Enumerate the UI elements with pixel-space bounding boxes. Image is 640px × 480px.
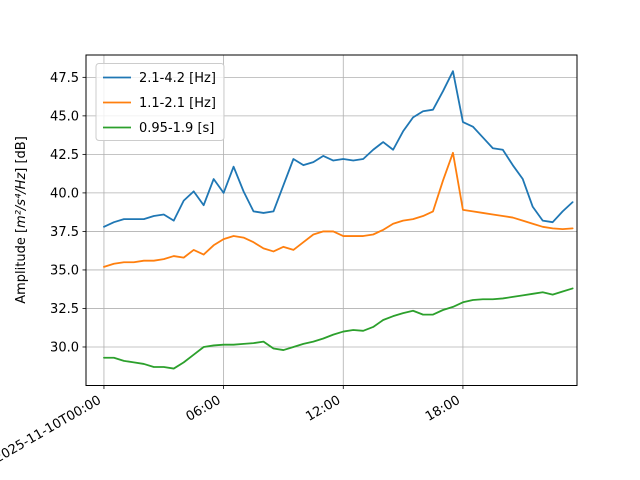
- legend: 2.1-4.2 [Hz] 1.1-2.1 [Hz] 0.95-1.9 [s]: [95, 63, 225, 141]
- y-tick-label: 42.5: [50, 148, 79, 163]
- y-tick-label: 35.0: [50, 263, 79, 278]
- y-tick-label: 30.0: [50, 340, 79, 355]
- plot-area-frame: [85, 54, 578, 386]
- x-tick-label: 06:00: [184, 393, 224, 425]
- y-tick-label: 32.5: [50, 302, 79, 317]
- series-line: [103, 70, 574, 228]
- series-line: [103, 287, 574, 370]
- legend-label-green: 0.95-1.9 [s]: [139, 121, 214, 136]
- data-series-layer: [103, 70, 574, 370]
- y-tick-label: 47.5: [50, 71, 79, 86]
- axis-layer: 30.0 32.5 35.0 37.5 40.0 42.5 45.0 47.5 2025-11-…: [0, 71, 464, 466]
- x-tick-label: 2025-11-10T00:00: [0, 393, 104, 466]
- y-tick-label: 40.0: [50, 186, 79, 201]
- y-axis-label: Amplitude [m²/s⁴/Hz] [dB]: [14, 136, 29, 304]
- legend-label-blue: 2.1-4.2 [Hz]: [139, 71, 216, 86]
- y-tick-label: 37.5: [50, 225, 79, 240]
- legend-label-orange: 1.1-2.1 [Hz]: [139, 96, 216, 111]
- y-tick-label: 45.0: [50, 109, 79, 124]
- x-tick-label: 18:00: [423, 393, 463, 425]
- x-tick-label: 12:00: [303, 393, 343, 425]
- series-line: [103, 151, 574, 268]
- legend-box: [95, 63, 225, 141]
